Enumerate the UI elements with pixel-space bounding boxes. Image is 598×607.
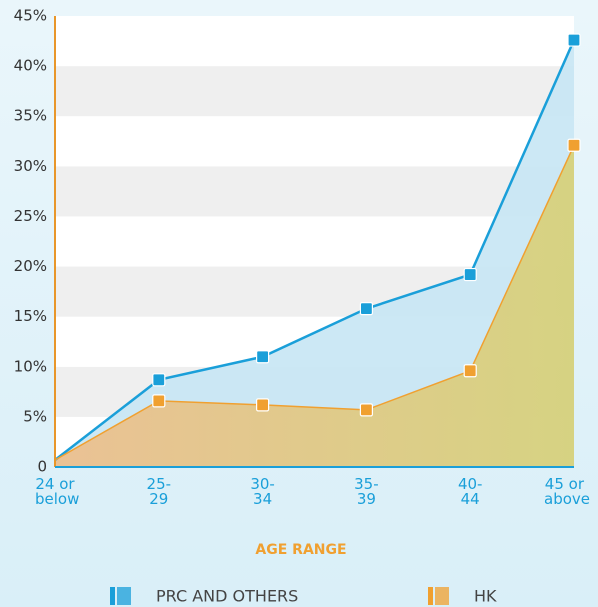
legend-label: HK <box>474 587 497 606</box>
y-tick-label: 30% <box>14 157 47 175</box>
marker <box>567 33 581 47</box>
area <box>55 145 574 467</box>
y-tick-label: 0 <box>37 458 47 476</box>
marker <box>463 364 477 378</box>
y-tick-label: 35% <box>14 107 47 125</box>
grid-band <box>55 66 574 117</box>
x-tick-label: 30-34 <box>250 475 275 508</box>
x-tick-label: 35-39 <box>354 475 379 508</box>
y-tick-label: 20% <box>14 257 47 275</box>
marker <box>359 302 373 316</box>
marker <box>463 267 477 282</box>
line <box>54 144 575 461</box>
y-tick-label: 10% <box>14 357 47 375</box>
y-tick-label: 45% <box>14 7 47 25</box>
x-tick-label: 24 or below <box>35 475 80 508</box>
area <box>55 40 574 467</box>
grid-band <box>55 166 574 217</box>
marker <box>256 398 270 412</box>
legend-label: PRC AND OTHERS <box>156 587 298 606</box>
marker <box>256 350 270 364</box>
legend-icon <box>110 587 115 605</box>
y-tick-label: 15% <box>14 307 47 325</box>
marker <box>567 138 581 152</box>
x-tick-label: 25-29 <box>146 475 172 508</box>
marker <box>152 394 166 408</box>
legend-icon <box>428 587 433 605</box>
x-axis-label: AGE RANGE <box>255 542 346 558</box>
y-tick-label: 40% <box>14 57 47 75</box>
y-tick-label: 25% <box>14 207 47 225</box>
legend-icon <box>435 587 449 605</box>
marker <box>152 373 166 387</box>
y-tick-label: 5% <box>23 407 47 425</box>
line <box>54 39 576 461</box>
x-tick-label: 40-44 <box>457 475 483 508</box>
x-tick-label: 45 or above <box>544 475 590 508</box>
grid-band <box>55 116 574 167</box>
legend-icon <box>117 587 131 605</box>
marker <box>359 403 373 417</box>
grid-band <box>55 16 574 67</box>
